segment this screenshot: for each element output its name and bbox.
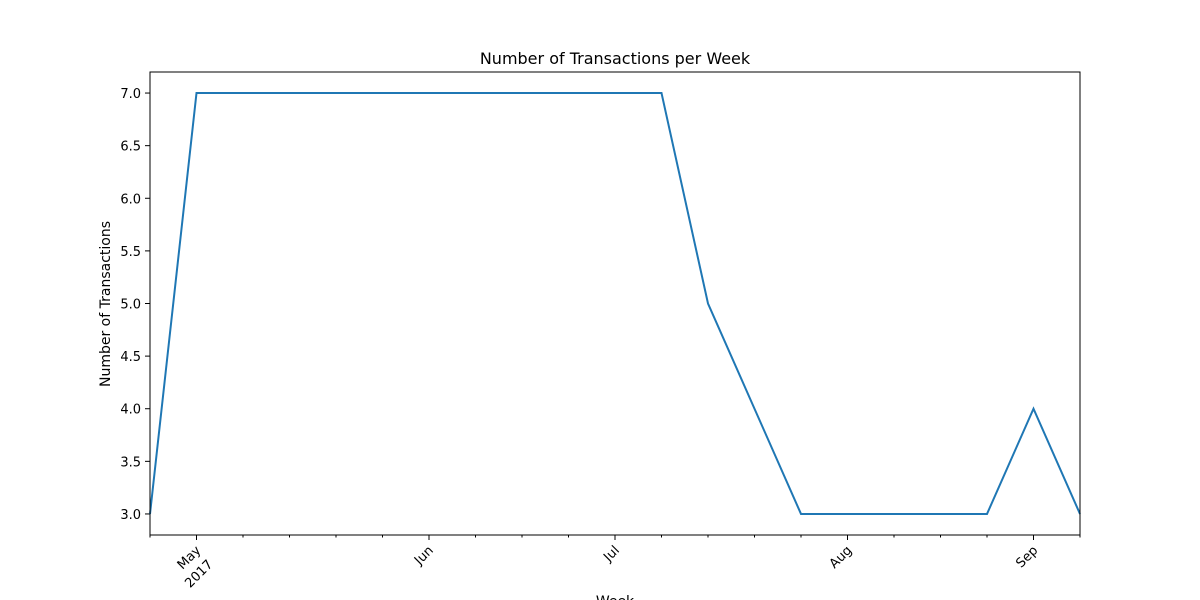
y-tick-label: 6.5 xyxy=(120,140,141,155)
x-tick-label: Aug xyxy=(827,543,856,572)
y-tick-label: 7.0 xyxy=(120,87,141,102)
y-axis-label: Number of Transactions xyxy=(98,221,114,387)
plot-frame xyxy=(149,71,1081,536)
y-tick-label: 5.5 xyxy=(120,245,141,260)
y-tick-label: 4.0 xyxy=(120,403,141,418)
x-tick-label: Jun xyxy=(411,543,437,569)
x-axis-label: Week xyxy=(596,594,635,600)
x-tick-label: Sep xyxy=(1013,543,1041,571)
y-tick-label: 5.0 xyxy=(120,298,141,313)
y-tick-label: 4.5 xyxy=(120,350,141,365)
x-tick-label: Jul xyxy=(600,543,622,565)
series-line xyxy=(149,92,1081,515)
chart-title: Number of Transactions per Week xyxy=(480,49,751,68)
y-tick-label: 3.0 xyxy=(120,508,141,523)
y-tick-label: 6.0 xyxy=(120,192,141,207)
y-tick-label: 3.5 xyxy=(120,455,141,470)
